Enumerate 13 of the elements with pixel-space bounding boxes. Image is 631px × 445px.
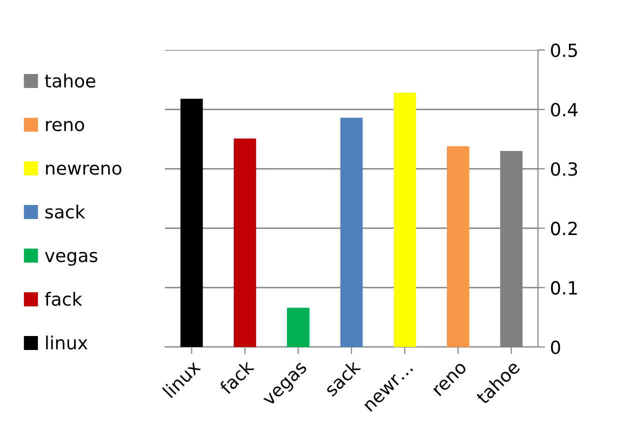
legend-label: sack bbox=[45, 204, 86, 219]
legend-label: reno bbox=[46, 120, 84, 132]
y-tick-label: 0.4 bbox=[550, 102, 578, 117]
y-tick-label: 0.5 bbox=[550, 43, 577, 58]
y-tick-label: 0.3 bbox=[550, 162, 578, 176]
legend-label: fack bbox=[44, 292, 82, 306]
legend-label: newreno bbox=[46, 164, 122, 175]
y-tick-label: 0.2 bbox=[550, 222, 577, 236]
y-tick-label: 0.1 bbox=[550, 281, 577, 295]
legend-label: linux bbox=[46, 336, 88, 350]
legend-label: vegas bbox=[44, 252, 98, 266]
y-tick-label: 0 bbox=[550, 340, 560, 354]
legend-label: tahoe bbox=[44, 74, 96, 88]
